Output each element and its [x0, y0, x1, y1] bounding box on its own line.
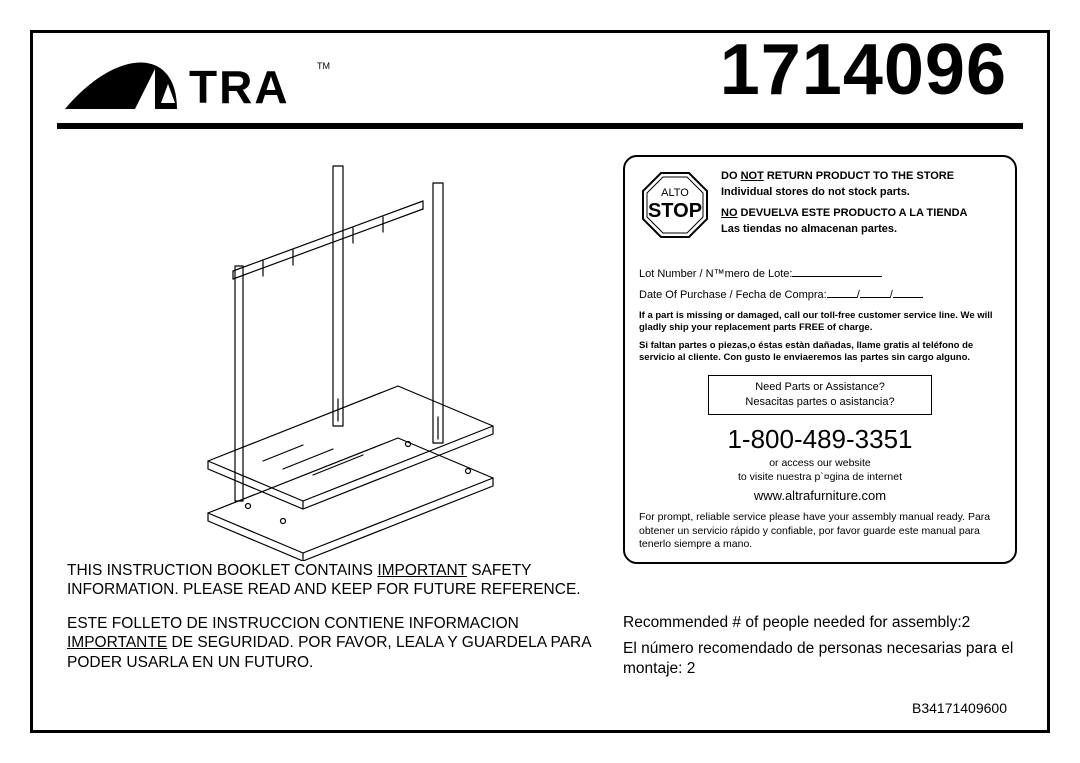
safety-es-underlined: IMPORTANTE [67, 634, 167, 651]
need-parts-box: Need Parts or Assistance? Nesacitas part… [708, 375, 932, 415]
left-text-block: THIS INSTRUCTION BOOKLET CONTAINS IMPORT… [67, 561, 607, 686]
lot-blank[interactable] [792, 276, 882, 277]
brand-logo: TRA TM [57, 39, 357, 124]
stop-sign-stop: STOP [648, 200, 702, 222]
date-blank-1[interactable] [827, 297, 857, 298]
safety-es-pre: ESTE FOLLETO DE INSTRUCCION CONTIENE INF… [67, 615, 519, 632]
product-diagram [173, 161, 513, 566]
date-purchase-line: Date Of Purchase / Fecha de Compra: / / [639, 288, 1001, 302]
recommended-es: El número recomendado de personas necesa… [623, 639, 1017, 679]
dnr-es-under: NO [721, 207, 738, 219]
lot-section: Lot Number / N™mero de Lote: Date Of Pur… [639, 267, 1001, 302]
do-not-return-es: NO DEVUELVA ESTE PRODUCTO A LA TIENDA [721, 206, 1001, 220]
outer-frame: TRA TM 1714096 [30, 30, 1050, 733]
fine-es: Si faltan partes o piezas,o éstas estàn … [639, 340, 1001, 364]
date-blank-3[interactable] [893, 297, 923, 298]
header-divider [57, 123, 1023, 129]
website: www.altrafurniture.com [639, 488, 1001, 505]
safety-para-es: ESTE FOLLETO DE INSTRUCCION CONTIENE INF… [67, 614, 607, 672]
phone-number: 1-800-489-3351 [639, 423, 1001, 457]
fine-print: If a part is missing or damaged, call ou… [639, 310, 1001, 364]
prompt-en: For prompt, reliable service please have… [639, 511, 965, 523]
dnr-en-under: NOT [741, 170, 764, 182]
safety-para-en: THIS INSTRUCTION BOOKLET CONTAINS IMPORT… [67, 561, 607, 600]
rec-en-value: 2 [962, 614, 971, 631]
right-under-block: Recommended # of people needed for assem… [623, 613, 1017, 685]
or-access-es: to visite nuestra p`¤gina de internet [639, 471, 1001, 485]
document-code: B34171409600 [912, 700, 1007, 716]
dnr-es-post: DEVUELVA ESTE PRODUCTO A LA TIENDA [738, 207, 968, 219]
stores-en: Individual stores do not stock parts. [721, 185, 1001, 199]
stop-texts: DO NOT RETURN PRODUCT TO THE STORE Indiv… [721, 169, 1001, 238]
svg-text:TM: TM [317, 61, 330, 71]
dnr-en-pre: DO [721, 170, 741, 182]
svg-text:TRA: TRA [189, 61, 290, 113]
do-not-return-en: DO NOT RETURN PRODUCT TO THE STORE [721, 169, 1001, 183]
need-parts-es: Nesacitas partes o asistancia? [715, 395, 925, 410]
fine-en: If a part is missing or damaged, call ou… [639, 310, 1001, 334]
date-sep-1: / [857, 289, 860, 301]
date-blank-2[interactable] [860, 297, 890, 298]
date-sep-2: / [890, 289, 893, 301]
stop-sign-alto: ALTO [661, 187, 689, 199]
header: TRA TM 1714096 [33, 33, 1047, 123]
info-panel: ALTO STOP DO NOT RETURN PRODUCT TO THE S… [623, 155, 1017, 564]
lot-label: Lot Number / N™mero de Lote: [639, 268, 792, 280]
or-access-en: or access our website [639, 457, 1001, 471]
stop-sign-icon: ALTO STOP [639, 169, 711, 245]
safety-en-pre: THIS INSTRUCTION BOOKLET CONTAINS [67, 562, 377, 579]
date-label: Date Of Purchase / Fecha de Compra: [639, 289, 827, 301]
dnr-en-post: RETURN PRODUCT TO THE STORE [764, 170, 954, 182]
rec-es-value: 2 [687, 660, 696, 677]
stop-row: ALTO STOP DO NOT RETURN PRODUCT TO THE S… [639, 169, 1001, 245]
rec-es-label: El número recomendado de personas necesa… [623, 640, 1013, 677]
need-parts-en: Need Parts or Assistance? [715, 380, 925, 395]
recommended-en: Recommended # of people needed for assem… [623, 613, 1017, 633]
lot-number-line: Lot Number / N™mero de Lote: [639, 267, 1001, 281]
page: TRA TM 1714096 [0, 0, 1080, 763]
body: THIS INSTRUCTION BOOKLET CONTAINS IMPORT… [33, 141, 1047, 730]
safety-en-underlined: IMPORTANT [377, 562, 467, 579]
rec-en-label: Recommended # of people needed for assem… [623, 614, 962, 631]
model-number: 1714096 [720, 29, 1007, 111]
panel-bottom: For prompt, reliable service please have… [639, 511, 1001, 552]
stores-es: Las tiendas no almacenan partes. [721, 222, 1001, 236]
